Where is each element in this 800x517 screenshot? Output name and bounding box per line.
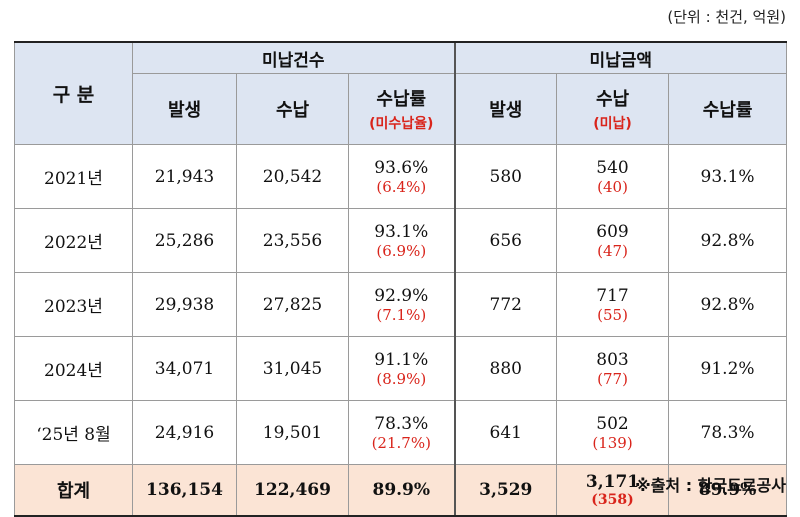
amount-occur-cell: 641: [453, 400, 558, 465]
unit-note: (단위 : 천건, 억원): [667, 8, 786, 26]
amount-occur-cell: 656: [453, 208, 558, 273]
header-count-rate: 수납률 (미수납율): [347, 73, 456, 145]
header-category: 구 분: [14, 41, 133, 145]
header-amount-occur: 발생: [453, 73, 558, 145]
count-rate-cell: 93.6% (6.4%): [347, 144, 456, 209]
amount-unpaid-value: (77): [597, 369, 628, 388]
count-paid-cell: 19,501: [236, 400, 349, 465]
count-rate-cell: 78.3% (21.7%): [347, 400, 456, 465]
total-count-paid: 122,469: [236, 464, 349, 517]
table-row: 2023년 29,938 27,825 92.9% (7.1%) 772 717(…: [14, 272, 788, 337]
count-unrate-value: (8.9%): [376, 369, 427, 388]
amount-paid-cell: 717 (55): [556, 272, 670, 337]
count-unrate-value: (6.4%): [376, 177, 427, 196]
amount-paid-cell: 502 (139): [556, 400, 670, 465]
amount-occur-cell: 580: [453, 144, 558, 209]
amount-paid-value: 609: [596, 221, 629, 242]
count-unrate-value: (6.9%): [376, 241, 427, 260]
header-amount-paid: 수납 (미납): [556, 73, 670, 145]
amount-unpaid-value: (139): [592, 433, 633, 452]
total-amount-occur: 3,529: [453, 464, 558, 517]
count-occur-cell: 24,916: [132, 400, 237, 465]
count-rate-value: 93.1%: [374, 221, 429, 242]
header-unrate-label: (미수납율): [369, 116, 434, 132]
table-row: 2024년 34,071 31,045 91.1% (8.9%) 880 803(…: [14, 336, 788, 401]
amount-paid-value: 502: [596, 413, 629, 434]
count-rate-cell: 93.1% (6.9%): [347, 208, 456, 273]
count-rate-value: 91.1%: [374, 349, 429, 370]
count-rate-value: 93.6%: [374, 157, 429, 178]
header-paid-label: 수납: [595, 89, 630, 110]
count-occur-cell: 29,938: [132, 272, 237, 337]
header-rate-label: 수납률: [376, 89, 427, 110]
amount-paid-value: 717: [596, 285, 629, 306]
amount-paid-value: 803: [596, 349, 629, 370]
row-year: ‘25년 8월: [14, 400, 133, 465]
amount-rate-cell: 92.8%: [668, 272, 788, 337]
table-row: 2021년 21,943 20,542 93.6% (6.4%) 580 540(…: [14, 144, 788, 209]
header-count-occur: 발생: [132, 73, 237, 145]
header-amount-rate: 수납률: [668, 73, 788, 145]
count-unrate-value: (7.1%): [376, 305, 427, 324]
amount-rate-cell: 93.1%: [668, 144, 788, 209]
count-paid-cell: 31,045: [236, 336, 349, 401]
row-year: 2024년: [14, 336, 133, 401]
amount-unpaid-value: (55): [597, 305, 628, 324]
table-row: ‘25년 8월 24,916 19,501 78.3% (21.7%) 641 5…: [14, 400, 788, 465]
header-group-amount: 미납금액: [453, 41, 788, 74]
table-row: 2022년 25,286 23,556 93.1% (6.9%) 656 609(…: [14, 208, 788, 273]
row-year: 2021년: [14, 144, 133, 209]
count-paid-cell: 20,542: [236, 144, 349, 209]
total-count-rate: 89.9%: [347, 464, 456, 517]
source-note: ※출처 : 한국도로공사: [635, 476, 786, 495]
count-unrate-value: (21.7%): [371, 433, 431, 452]
header-unpaid-label: (미납): [593, 116, 632, 132]
amount-rate-cell: 91.2%: [668, 336, 788, 401]
count-occur-cell: 21,943: [132, 144, 237, 209]
total-amount-paid: 3,171: [585, 472, 640, 492]
count-occur-cell: 34,071: [132, 336, 237, 401]
amount-paid-cell: 803 (77): [556, 336, 670, 401]
row-year: 2022년: [14, 208, 133, 273]
count-occur-cell: 25,286: [132, 208, 237, 273]
amount-occur-cell: 880: [453, 336, 558, 401]
total-label: 합계: [14, 464, 133, 517]
amount-paid-cell: 609 (47): [556, 208, 670, 273]
amount-occur-cell: 772: [453, 272, 558, 337]
count-paid-cell: 27,825: [236, 272, 349, 337]
count-rate-value: 92.9%: [374, 285, 429, 306]
total-amount-unpaid: (358): [591, 492, 634, 508]
count-paid-cell: 23,556: [236, 208, 349, 273]
header-group-count: 미납건수: [131, 41, 456, 74]
count-rate-cell: 91.1% (8.9%): [347, 336, 456, 401]
amount-rate-cell: 92.8%: [668, 208, 788, 273]
count-rate-value: 78.3%: [374, 413, 429, 434]
total-count-occur: 136,154: [132, 464, 237, 517]
count-rate-cell: 92.9% (7.1%): [347, 272, 456, 337]
header-count-paid: 수납: [236, 73, 349, 145]
amount-paid-value: 540: [596, 157, 629, 178]
amount-unpaid-value: (40): [597, 177, 628, 196]
row-year: 2023년: [14, 272, 133, 337]
unpaid-toll-table: 구 분 미납건수 미납금액 발생 수납 수납률 (미수납율) 발생 수납 (미납…: [14, 41, 788, 517]
amount-paid-cell: 540 (40): [556, 144, 670, 209]
amount-rate-cell: 78.3%: [668, 400, 788, 465]
amount-unpaid-value: (47): [597, 241, 628, 260]
